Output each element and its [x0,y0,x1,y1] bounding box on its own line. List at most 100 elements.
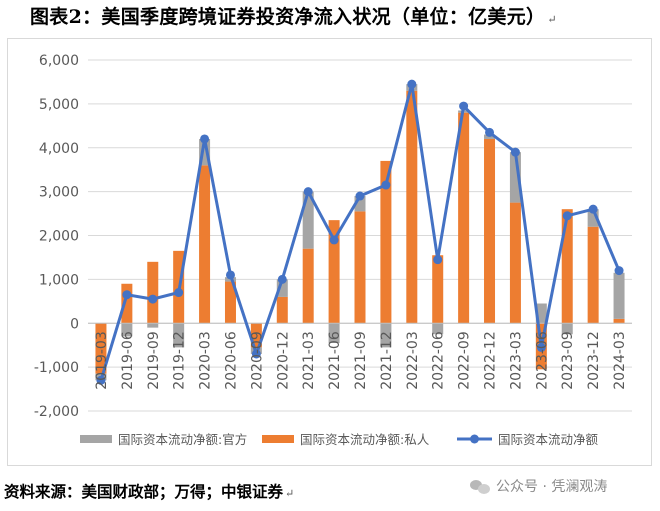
net-flow-point [510,147,520,157]
net-flow-point [225,270,235,280]
y-tick-label: 6,000 [39,53,79,69]
net-flow-point [96,375,106,385]
bar-official [121,323,133,337]
y-tick-label: -1,000 [34,360,79,376]
x-tick-label: 2021-03 [301,331,317,390]
net-flow-point [381,180,391,190]
bar-private [380,160,392,324]
net-flow-point [303,187,313,197]
net-flow-point [485,127,495,137]
bar-private [432,255,444,324]
x-tick-label: 2022-12 [483,331,499,390]
x-tick-label: 2019-09 [146,331,162,390]
bar-official [276,279,288,297]
chart-title-text: 图表2：美国季度跨境证券投资净流入状况（单位：亿美元） [30,6,546,28]
paragraph-mark-icon: ↵ [547,13,557,26]
x-tick-label: 2019-03 [94,331,110,390]
bar-private [224,281,236,324]
legend-label-net: 国际资本流动净额 [498,432,599,447]
bar-private [147,261,159,324]
y-tick-label: 1,000 [39,272,79,288]
net-flow-point [407,79,417,89]
y-tick-label: 5,000 [39,97,79,113]
bar-official [613,272,625,319]
y-tick-label: -2,000 [34,404,79,420]
x-tick-label: 2023-09 [560,331,576,390]
x-tick-label: 2024-03 [612,331,628,390]
x-tick-label: 2020-06 [223,331,239,390]
chart-title: 图表2：美国季度跨境证券投资净流入状况（单位：亿美元） ↵ [30,2,650,29]
bar-private [302,248,314,324]
bar-official [380,323,392,348]
bar-official [354,196,366,212]
watermark: 公众号 · 凭澜观涛 [470,476,607,496]
legend-swatch-official [80,435,112,443]
x-tick-label: 2019-06 [120,331,136,390]
net-flow-point [148,294,158,304]
x-tick-label: 2022-09 [457,331,473,390]
bar-official [535,303,547,324]
x-tick-label: 2019-12 [172,331,188,390]
bar-official [587,209,599,227]
bar-private [95,323,107,374]
bar-private [276,296,288,324]
net-flow-point [251,349,261,359]
net-flow-point [588,204,598,214]
bar-official [328,323,340,343]
x-tick-label: 2023-03 [508,331,524,390]
bar-official [147,323,159,328]
legend-swatch-net-marker [470,434,479,444]
net-flow-point [459,101,469,111]
bar-private [561,209,573,324]
bar-private [328,220,340,324]
net-flow-point [122,290,132,300]
bar-private [354,211,366,324]
net-flow-point [329,235,339,245]
legend-label-private: 国际资本流动净额:私人 [300,432,430,447]
net-flow-point [174,288,184,298]
net-flow-point [277,274,287,284]
wechat-icon [470,478,490,494]
bar-private [587,226,599,324]
y-tick-label: 0 [70,316,79,332]
bar-official [561,323,573,335]
x-tick-label: 2021-12 [379,331,395,390]
bar-private [199,165,211,324]
x-tick-label: 2020-12 [275,331,291,390]
bar-private [458,112,470,324]
bar-official [432,323,444,335]
y-tick-label: 3,000 [39,185,79,201]
bar-private [250,323,262,348]
chart-area [7,38,652,466]
net-flow-point [562,211,572,221]
x-tick-label: 2023-12 [586,331,602,390]
bar-private [509,202,521,324]
y-tick-label: 4,000 [39,141,79,157]
bar-official [302,191,314,249]
source-note: 资料来源：美国财政部；万得；中银证券 ↵ [4,480,294,502]
stacked-bar-line-chart: 6,000 5,000 4,000 3,000 2,000 1,000 0 -1,000 -2,… [34,53,632,447]
net-flow-point [355,191,365,201]
bar-official [509,152,521,203]
bar-private [121,283,133,324]
x-tick-label: 2020-09 [249,331,265,390]
bar-private [613,318,625,324]
bar-official [199,138,211,166]
bar-private [406,90,418,324]
x-tick-label: 2022-06 [431,331,447,390]
net-flow-point [536,342,546,352]
bar-official [173,323,185,348]
x-tick-label: 2023-06 [534,331,550,390]
legend-label-official: 国际资本流动净额:官方 [118,432,247,447]
legend-swatch-private [262,435,294,443]
x-tick-label: 2020-03 [198,331,214,390]
paragraph-mark-icon: ↵ [285,487,295,500]
net-flow-point [433,255,443,265]
watermark-text: 公众号 · 凭澜观涛 [496,479,608,495]
net-flow-point [200,134,210,144]
x-tick-label: 2021-09 [353,331,369,390]
bar-private [484,138,496,324]
x-tick-label: 2021-06 [327,331,343,390]
x-tick-label: 2022-03 [405,331,421,390]
y-tick-label: 2,000 [39,229,79,245]
